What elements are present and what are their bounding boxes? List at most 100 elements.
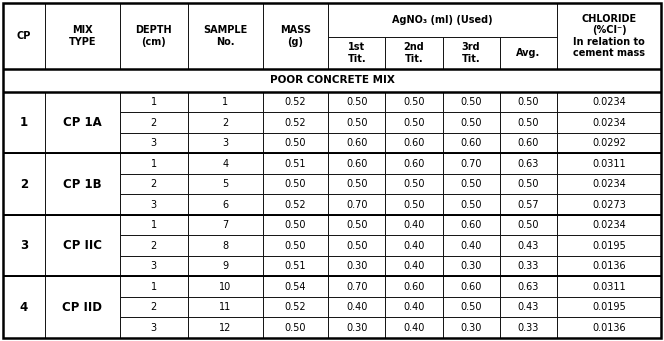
Text: 10: 10 [219, 282, 232, 292]
Bar [557, 92, 661, 113]
Bar [557, 153, 661, 174]
Text: 0.70: 0.70 [346, 282, 367, 292]
Bar [120, 92, 188, 113]
Text: 0.40: 0.40 [403, 302, 424, 312]
Bar [557, 215, 661, 235]
Text: 0.0234: 0.0234 [592, 179, 626, 189]
Bar [442, 317, 500, 338]
Bar [385, 277, 442, 297]
Bar [385, 174, 442, 194]
Text: 0.50: 0.50 [518, 220, 539, 230]
Text: 2: 2 [20, 178, 28, 191]
Bar [263, 277, 328, 297]
Text: 1: 1 [151, 159, 157, 169]
Bar [188, 92, 263, 113]
Text: 4: 4 [222, 159, 228, 169]
Text: 0.70: 0.70 [346, 200, 367, 210]
Text: Avg.: Avg. [516, 48, 540, 58]
Bar [328, 317, 385, 338]
Text: 0.40: 0.40 [346, 302, 367, 312]
Bar [442, 235, 500, 256]
Text: 8: 8 [222, 241, 228, 251]
Text: 0.0311: 0.0311 [592, 282, 625, 292]
Text: 0.50: 0.50 [518, 97, 539, 107]
Text: 0.51: 0.51 [285, 159, 306, 169]
Bar [328, 3, 557, 38]
Bar [263, 92, 328, 113]
Bar [557, 113, 661, 133]
Text: MASS
(g): MASS (g) [280, 25, 311, 47]
Bar [500, 317, 557, 338]
Bar [120, 317, 188, 338]
Text: 0.43: 0.43 [518, 302, 539, 312]
Bar [500, 256, 557, 277]
Text: 0.33: 0.33 [518, 323, 539, 333]
Bar [500, 92, 557, 113]
Text: SAMPLE
No.: SAMPLE No. [203, 25, 248, 47]
Text: 0.40: 0.40 [403, 261, 424, 271]
Bar [557, 174, 661, 194]
Text: 0.0311: 0.0311 [592, 159, 625, 169]
Text: 0.50: 0.50 [403, 200, 425, 210]
Text: 0.0234: 0.0234 [592, 118, 626, 128]
Text: 0.30: 0.30 [460, 323, 482, 333]
Text: 0.50: 0.50 [403, 179, 425, 189]
Text: 3rd
Tit.: 3rd Tit. [462, 42, 481, 64]
Bar [500, 235, 557, 256]
Bar [120, 133, 188, 153]
Text: AgNO₃ (ml) (Used): AgNO₃ (ml) (Used) [392, 15, 493, 25]
Bar [120, 113, 188, 133]
Text: 0.0234: 0.0234 [592, 220, 626, 230]
Bar [120, 174, 188, 194]
Text: 0.50: 0.50 [403, 118, 425, 128]
Text: 0.50: 0.50 [460, 302, 482, 312]
Text: 2nd
Tit.: 2nd Tit. [404, 42, 424, 64]
Text: 1: 1 [222, 97, 228, 107]
Text: CP 1A: CP 1A [63, 116, 102, 129]
Bar [263, 153, 328, 174]
Bar [442, 113, 500, 133]
Text: 11: 11 [219, 302, 232, 312]
Bar [442, 277, 500, 297]
Text: 0.60: 0.60 [403, 138, 424, 148]
Bar [500, 297, 557, 317]
Text: 0.60: 0.60 [403, 159, 424, 169]
Text: 2: 2 [151, 241, 157, 251]
Bar [385, 153, 442, 174]
Bar [385, 215, 442, 235]
Text: 0.50: 0.50 [285, 323, 306, 333]
Bar [263, 256, 328, 277]
Bar [44, 215, 120, 277]
Text: 0.60: 0.60 [346, 159, 367, 169]
Text: 0.0273: 0.0273 [592, 200, 626, 210]
Text: CP 1B: CP 1B [63, 178, 102, 191]
Bar [500, 153, 557, 174]
Text: 0.50: 0.50 [460, 97, 482, 107]
Text: 0.0136: 0.0136 [592, 323, 625, 333]
Bar [328, 297, 385, 317]
Text: 0.50: 0.50 [346, 241, 367, 251]
Bar [328, 92, 385, 113]
Text: 0.0136: 0.0136 [592, 261, 625, 271]
Bar [263, 215, 328, 235]
Bar [263, 317, 328, 338]
Text: 0.51: 0.51 [285, 261, 306, 271]
Bar [385, 235, 442, 256]
Bar [120, 3, 188, 69]
Text: 0.60: 0.60 [403, 282, 424, 292]
Bar [263, 113, 328, 133]
Text: 0.33: 0.33 [518, 261, 539, 271]
Bar [442, 153, 500, 174]
Text: 0.50: 0.50 [460, 200, 482, 210]
Text: 0.40: 0.40 [403, 323, 424, 333]
Text: 0.52: 0.52 [285, 200, 306, 210]
Text: 0.50: 0.50 [346, 97, 367, 107]
Bar [385, 297, 442, 317]
Bar [3, 277, 44, 338]
Text: 0.50: 0.50 [285, 179, 306, 189]
Bar [263, 235, 328, 256]
Bar [328, 277, 385, 297]
Text: 0.40: 0.40 [403, 220, 424, 230]
Bar [385, 92, 442, 113]
Text: 2: 2 [151, 179, 157, 189]
